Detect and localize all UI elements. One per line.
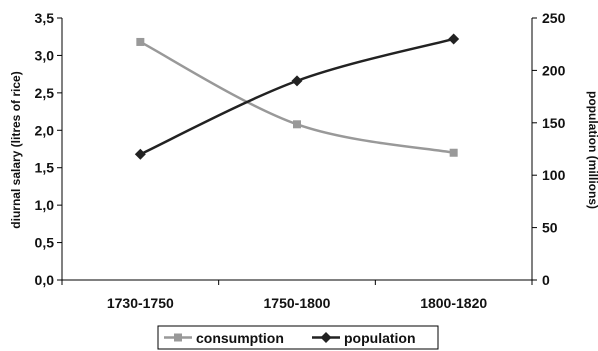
plot-area: 0,0 0,5 1,0 1,5 2,0 2,5 3,0 3,5 0 50 100 150 200 250 1…	[35, 10, 566, 311]
legend-population-label: population	[344, 330, 416, 346]
right-tick-label: 100	[542, 167, 566, 183]
left-tick-label: 0,0	[35, 272, 55, 288]
legend-consumption-marker	[174, 333, 182, 342]
series-line-consumption	[139, 40, 454, 154]
left-tick-label: 1,0	[35, 197, 55, 213]
right-tick-label: 0	[542, 272, 550, 288]
data-point-consumption	[449, 148, 458, 157]
right-tick-label: 200	[542, 62, 566, 78]
data-point-population	[134, 148, 146, 160]
left-tick-label: 2,0	[35, 122, 55, 138]
legend-box	[157, 325, 439, 350]
left-tick-label: 1,5	[35, 160, 55, 176]
data-point-population	[448, 33, 460, 45]
left-tick-label: 3,5	[35, 10, 55, 26]
x-tick-label: 1800-1820	[420, 295, 487, 311]
right-tick-label: 50	[542, 220, 558, 236]
series-line-population	[139, 37, 454, 156]
left-axis-title: diurnal salary (litres of rice)	[9, 71, 23, 228]
left-tick-label: 2,5	[35, 85, 55, 101]
right-tick-label: 150	[542, 115, 566, 131]
left-tick-label: 3,0	[35, 47, 55, 63]
data-point-consumption	[136, 37, 145, 46]
data-point-consumption	[293, 120, 301, 129]
legend: consumption population	[157, 325, 439, 350]
legend-consumption-label: consumption	[196, 330, 284, 346]
right-tick-label: 250	[542, 10, 566, 26]
right-axis-title: population (millions)	[586, 91, 598, 209]
x-tick-label: 1750-1800	[264, 295, 331, 311]
x-tick-label: 1730-1750	[107, 295, 174, 311]
legend-population-marker	[320, 332, 332, 343]
left-tick-label: 0,5	[35, 235, 55, 251]
data-point-population	[291, 75, 303, 87]
